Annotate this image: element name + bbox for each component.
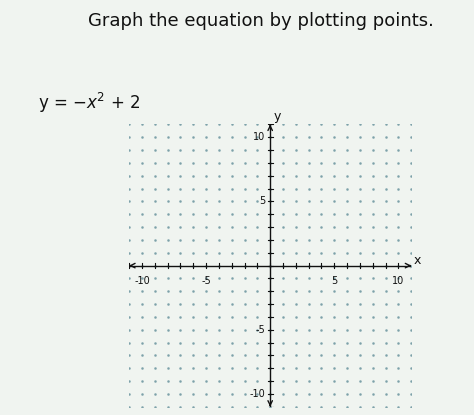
Text: x: x xyxy=(414,254,421,267)
Text: 10: 10 xyxy=(253,132,265,142)
Text: -5: -5 xyxy=(255,325,265,335)
Text: y: y xyxy=(274,110,282,123)
Text: 5: 5 xyxy=(331,276,337,286)
Text: Graph the equation by plotting points.: Graph the equation by plotting points. xyxy=(88,12,434,30)
Text: -10: -10 xyxy=(134,276,150,286)
Text: 10: 10 xyxy=(392,276,405,286)
Text: y = $-x^2$ + 2: y = $-x^2$ + 2 xyxy=(38,91,140,115)
Text: -10: -10 xyxy=(249,389,265,399)
Text: 5: 5 xyxy=(259,196,265,207)
Text: -5: -5 xyxy=(201,276,211,286)
